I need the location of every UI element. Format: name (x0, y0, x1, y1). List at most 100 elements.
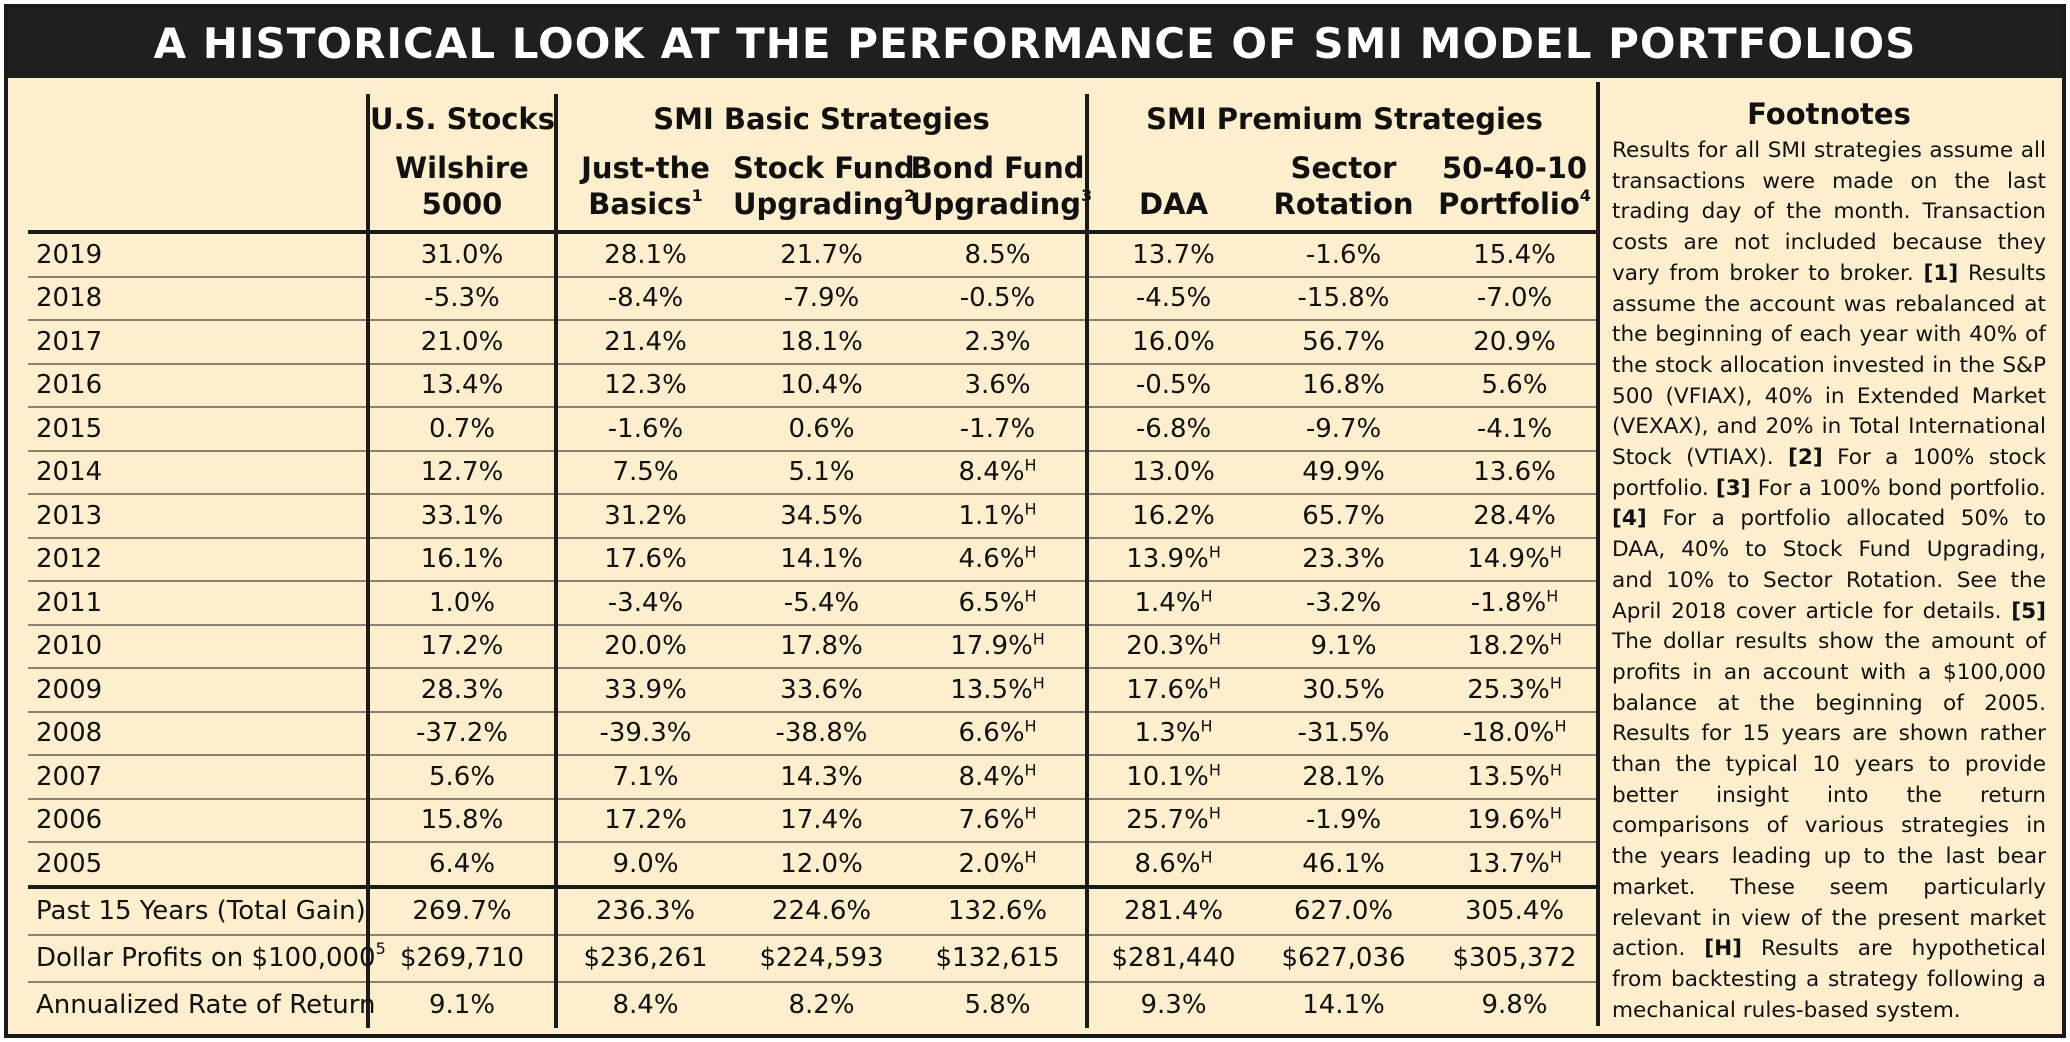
table-row: 2010 17.2% 20.0% 17.8% 17.9%H 20.3%H 9.1% 18.2%… (28, 623, 1601, 668)
cell-value: -5.4% (783, 587, 860, 618)
cell-value: 19.6% (1467, 805, 1550, 836)
cell-value: 627.0% (1293, 896, 1394, 926)
column-header: Sector Rotation (1258, 136, 1429, 232)
hypothetical-marker: H (1032, 673, 1045, 693)
value-cell: 224.6% (733, 884, 910, 935)
footnote-2-marker: [2] (1788, 445, 1823, 471)
value-cell: 7.5% (554, 449, 733, 494)
value-cell: 13.0% (1085, 449, 1259, 494)
value-cell: 5.1% (733, 449, 910, 494)
value-cell: 17.4% (733, 797, 910, 842)
value-cell: 13.7%H (1429, 841, 1601, 887)
footnote-5: The dollar results show the amount of pr… (1612, 629, 2046, 962)
value-cell: -7.0% (1429, 275, 1601, 320)
value-cell: 56.7% (1258, 319, 1430, 364)
value-cell: 8.5% (910, 230, 1088, 277)
value-cell: 21.7% (733, 230, 910, 277)
cell-value: 17.2% (420, 631, 504, 662)
footnote-ref: 5 (375, 939, 386, 959)
cell-value: -15.8% (1297, 283, 1390, 314)
column-header-line1: Bond Fund (910, 151, 1085, 185)
cell-value: -0.5% (1135, 370, 1212, 401)
cell-value: 9.1% (428, 990, 496, 1020)
cell-value: 7.6% (958, 805, 1025, 836)
performance-panel: A HISTORICAL LOOK AT THE PERFORMANCE OF … (4, 4, 2066, 1038)
value-cell: 34.5% (733, 493, 910, 538)
value-cell: 31.0% (366, 230, 556, 277)
cell-value: 20.3% (1126, 631, 1209, 662)
table-row: 2009 28.3% 33.9% 33.6% 13.5%H 17.6%H 30.5% 25.3… (28, 667, 1601, 712)
cell-value: 7.5% (612, 457, 679, 488)
row-label: 2018 (28, 275, 368, 320)
cell-value: 28.3% (420, 674, 504, 705)
cell-value: -31.5% (1297, 718, 1390, 749)
value-cell: 9.1% (1258, 623, 1430, 668)
value-cell: -0.5% (1085, 362, 1259, 407)
group-header-us-stocks: U.S. Stocks (366, 94, 556, 136)
value-cell: -1.7% (910, 406, 1088, 451)
hypothetical-marker: H (1024, 586, 1037, 606)
value-cell: -1.9% (1258, 797, 1430, 842)
value-cell: 8.4% (554, 980, 733, 1028)
hypothetical-marker: H (1549, 629, 1562, 649)
value-cell: 14.9%H (1429, 536, 1601, 581)
cell-value: 33.1% (420, 500, 504, 531)
value-cell: $269,710 (366, 933, 556, 982)
cell-value: 1.0% (428, 587, 496, 618)
summary-label-text: Dollar Profits on $100,000 (36, 943, 376, 973)
cell-value: 5.1% (788, 457, 855, 488)
corner-cell-lower (28, 136, 368, 232)
value-cell: -8.4% (554, 275, 733, 320)
hypothetical-marker: H (1024, 716, 1037, 736)
cell-value: 33.9% (604, 674, 687, 705)
cell-value: -9.7% (1305, 413, 1382, 444)
summary-row: Annualized Rate of Return 9.1% 8.4% 8.2% 5.8… (28, 980, 1601, 1028)
cell-value: 5.8% (964, 990, 1031, 1020)
footnotes: Footnotes Results for all SMI strategies… (1612, 94, 2046, 1024)
value-cell: 9.3% (1085, 980, 1259, 1028)
column-divider (1596, 82, 1600, 1026)
cell-value: 236.3% (595, 896, 696, 926)
value-cell: 8.4%H (910, 754, 1088, 799)
cell-value: 12.3% (604, 370, 687, 401)
value-cell: 13.7% (1085, 230, 1259, 277)
cell-value: 3.6% (964, 370, 1031, 401)
value-cell: 7.6%H (910, 797, 1088, 842)
cell-value: 10.4% (780, 370, 863, 401)
table-row: 2006 15.8% 17.2% 17.4% 7.6%H 25.7%H -1.9% 19.6%… (28, 797, 1601, 842)
cell-value: 1.1% (958, 500, 1025, 531)
value-cell: -1.8%H (1429, 580, 1601, 625)
row-label: 2006 (28, 797, 368, 842)
value-cell: -37.2% (366, 710, 556, 755)
row-label: 2008 (28, 710, 368, 755)
value-cell: -39.3% (554, 710, 733, 755)
table-row: 2019 31.0% 28.1% 21.7% 8.5% 13.7% -1.6% 15.4% (28, 230, 1601, 277)
value-cell: 132.6% (910, 884, 1088, 935)
value-cell: 33.6% (733, 667, 910, 712)
value-cell: 20.0% (554, 623, 733, 668)
value-cell: -1.6% (554, 406, 733, 451)
value-cell: 14.1% (1258, 980, 1430, 1028)
value-cell: 20.9% (1429, 319, 1601, 364)
value-cell: 0.6% (733, 406, 910, 451)
summary-label: Past 15 Years (Total Gain) (28, 884, 368, 935)
value-cell: 25.7%H (1085, 797, 1259, 842)
value-cell: 12.3% (554, 362, 733, 407)
column-header: Wilshire 5000 (366, 136, 556, 232)
cell-value: 25.7% (1126, 805, 1209, 836)
value-cell: 1.4%H (1085, 580, 1259, 625)
footnote-4: For a portfolio allocated 50% to DAA, 40… (1612, 506, 2046, 624)
cell-value: 13.7% (1132, 239, 1215, 270)
hypothetical-marker: H (1549, 803, 1562, 823)
cell-value: 56.7% (1302, 326, 1385, 357)
cell-value: 17.6% (1126, 674, 1209, 705)
row-label: 2014 (28, 449, 368, 494)
value-cell: -1.6% (1258, 230, 1430, 277)
summary-label-text: Annualized Rate of Return (36, 990, 376, 1020)
value-cell: 305.4% (1429, 884, 1601, 935)
cell-value: $236,261 (583, 943, 708, 973)
value-cell: 33.1% (366, 493, 556, 538)
hypothetical-marker: H (1546, 586, 1559, 606)
value-cell: 20.3%H (1085, 623, 1259, 668)
cell-value: 8.4% (958, 457, 1025, 488)
